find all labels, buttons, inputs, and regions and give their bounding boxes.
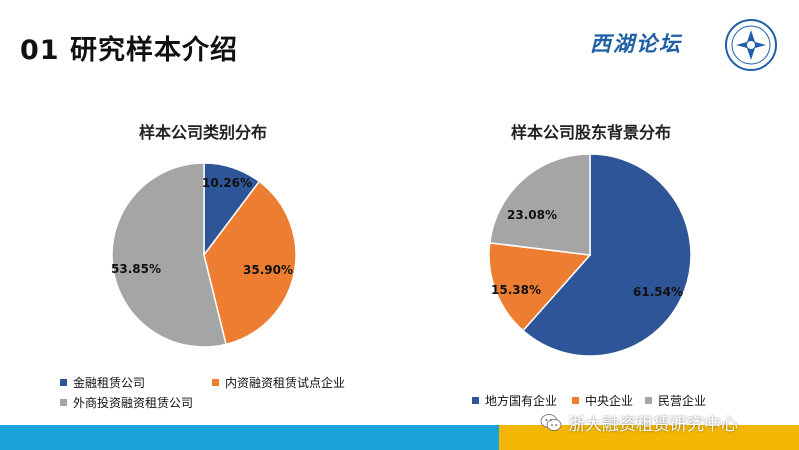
legend-swatch	[212, 379, 219, 386]
chart1-data-label-1: 35.90%	[243, 263, 293, 277]
chart2-legend-item-2: 民营企业	[645, 392, 706, 409]
chart2-legend-item-1: 中央企业	[572, 392, 633, 409]
chart1-data-label-2: 53.85%	[111, 262, 161, 276]
chart1-legend-item-2: 外商投资融资租赁公司	[60, 394, 193, 411]
legend-label: 内资融资租赁试点企业	[225, 376, 346, 390]
wechat-icon	[540, 413, 562, 431]
footer-bar-blue	[0, 425, 499, 450]
chart1-slice-2	[111, 162, 227, 348]
chart2-slice-2	[488, 153, 591, 256]
chart2-data-label-2: 23.08%	[507, 208, 557, 222]
legend-label: 中央企业	[585, 394, 634, 408]
legend-swatch	[60, 379, 67, 386]
emblem-logo-icon	[725, 19, 777, 71]
legend-label: 地方国有企业	[485, 394, 558, 408]
legend-swatch	[472, 397, 479, 404]
chart1-slice-1	[203, 180, 297, 346]
chart2-data-label-0: 61.54%	[633, 285, 683, 299]
chart1-legend-item-1: 内资融资租赁试点企业	[212, 374, 345, 391]
watermark: 浙大融资租赁研究中心	[540, 410, 738, 435]
footer-bar-yellow	[499, 425, 799, 450]
page-title: 01 研究样本介绍	[20, 35, 238, 66]
watermark-text: 浙大融资租赁研究中心	[568, 415, 738, 435]
legend-swatch	[645, 397, 652, 404]
chart2-title: 样本公司股东背景分布	[510, 123, 671, 142]
legend-swatch	[60, 399, 67, 406]
chart1-legend-item-0: 金融租赁公司	[60, 374, 145, 391]
legend-label: 金融租赁公司	[73, 376, 146, 390]
chart1-data-label-0: 10.26%	[202, 176, 252, 190]
chart1-title: 样本公司类别分布	[138, 123, 267, 142]
legend-label: 外商投资融资租赁公司	[73, 396, 194, 410]
chart2-legend-item-0: 地方国有企业	[472, 392, 557, 409]
legend-swatch	[572, 397, 579, 404]
brand-text: 西湖论坛	[590, 31, 682, 56]
chart2-slice-0	[521, 153, 692, 357]
legend-label: 民营企业	[658, 394, 707, 408]
chart2-data-label-1: 15.38%	[491, 283, 541, 297]
chart2-slice-1	[488, 242, 592, 332]
